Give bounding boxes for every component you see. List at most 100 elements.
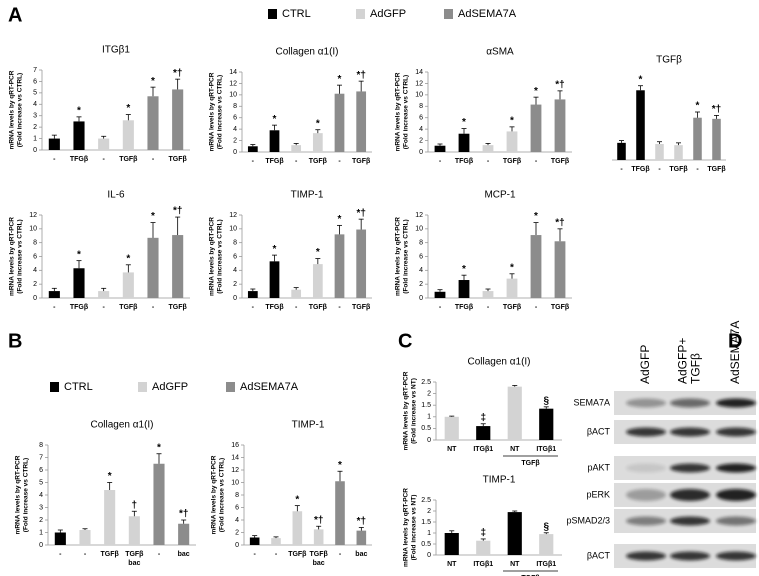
x-tick-label: - [252,304,255,311]
chart-title: IL-6 [107,190,125,201]
chart-title: TIMP-1 [483,475,516,486]
y-tick-label: 2 [235,529,239,536]
x-tick-label: TFGβ [631,166,650,173]
y-tick-label: 0 [235,542,239,549]
error-bar [512,510,518,513]
significance-marker: ‡ [480,412,486,423]
x-tick-label: - [696,166,699,173]
y-tick-label: 0 [419,149,423,156]
bar [506,131,518,152]
x-tick-label: TGFβ [551,158,570,165]
x-tick-label: - [152,156,155,163]
significance-marker: *† [555,79,564,90]
x-tick-label: ITGβ1 [536,561,556,568]
blot-band [670,427,710,437]
x-tick-label: TGFβ [169,304,188,311]
bar [291,289,302,298]
y-tick-label: 2 [233,281,237,288]
significance-marker: * [273,114,277,125]
bar [79,530,91,545]
error-bar [293,287,299,290]
y-axis-label: (Fold increase vs CTRL) [17,219,24,293]
bar [636,90,645,160]
error-bar [175,216,181,236]
y-tick-label: 4 [33,101,37,108]
y-axis-label: (Fold increase vs NT) [411,378,418,444]
bar [693,117,702,160]
blot-band [626,489,666,501]
bar [507,386,522,440]
y-tick-label: 0 [233,295,237,302]
error-bar [676,142,681,146]
error-bar [150,86,156,97]
x-tick-label: ITGβ1 [473,446,493,453]
y-axis-label: (Fold increase vs CTRL) [403,219,410,293]
error-bar [358,527,364,531]
y-tick-label: 4 [233,267,237,274]
error-bar [107,482,113,490]
significance-marker: *† [356,208,365,219]
y-tick-label: 12 [415,212,423,219]
y-tick-label: 8 [233,240,237,247]
panel-label: D [728,330,742,352]
significance-marker: * [273,244,277,255]
x-tick-label: ITGβ1 [536,446,556,453]
error-bar [131,510,137,517]
y-tick-label: 2.5 [421,497,431,504]
y-tick-label: 5 [33,90,37,97]
error-bar [273,536,279,539]
bar [269,261,280,298]
bar [674,145,683,160]
legend-swatch [268,9,277,19]
significance-marker: * [108,471,112,482]
blot-row-label: βACT [587,550,611,560]
y-tick-label: 3 [33,113,37,120]
error-bar [509,273,515,279]
y-tick-label: 1 [427,414,431,421]
bar [554,241,566,298]
y-tick-label: 7 [33,67,37,74]
y-tick-label: 2 [427,508,431,515]
blot-band [716,463,756,473]
error-bar [315,129,321,134]
error-bar [509,126,515,132]
x-tick-label: - [620,166,623,173]
x-tick-label: NT [510,446,520,453]
y-tick-label: 8 [233,103,237,110]
y-tick-label: 0 [33,295,37,302]
bar [147,96,159,150]
x-tick-label: - [295,304,298,311]
error-bar [272,254,277,262]
y-tick-label: 10 [231,479,239,486]
error-bar [250,288,256,292]
x-tick-label: NT [447,446,457,453]
bar [444,533,459,555]
significance-marker: *† [712,104,721,115]
x-tick-label: - [102,304,105,311]
x-tick-label: - [658,166,661,173]
bar [48,291,60,298]
y-tick-label: 10 [415,226,423,233]
x-tick-label: - [439,304,442,311]
x-tick-label: TGFβ [551,304,570,311]
y-axis-label: mRNA levels by qRT-PCR [9,70,16,149]
x-tick-label: - [535,158,538,165]
x-tick-label: - [338,158,341,165]
error-bar [101,287,107,292]
x-tick-label: TGFβ [503,304,522,311]
significance-marker: * [151,76,155,87]
y-tick-label: 6 [33,253,37,260]
bar [48,138,60,150]
bar [434,145,446,152]
chart-title: Collagen α1(I) [90,420,153,431]
significance-marker: * [126,103,130,114]
y-tick-label: 6 [235,504,239,511]
bar [247,146,258,152]
legend-swatch [356,9,365,19]
y-tick-label: 0 [39,542,43,549]
error-bar [101,135,107,139]
blot-band [626,427,666,437]
y-tick-label: 4 [235,517,239,524]
blot-band [716,398,756,408]
x-tick-label: - [338,304,341,311]
